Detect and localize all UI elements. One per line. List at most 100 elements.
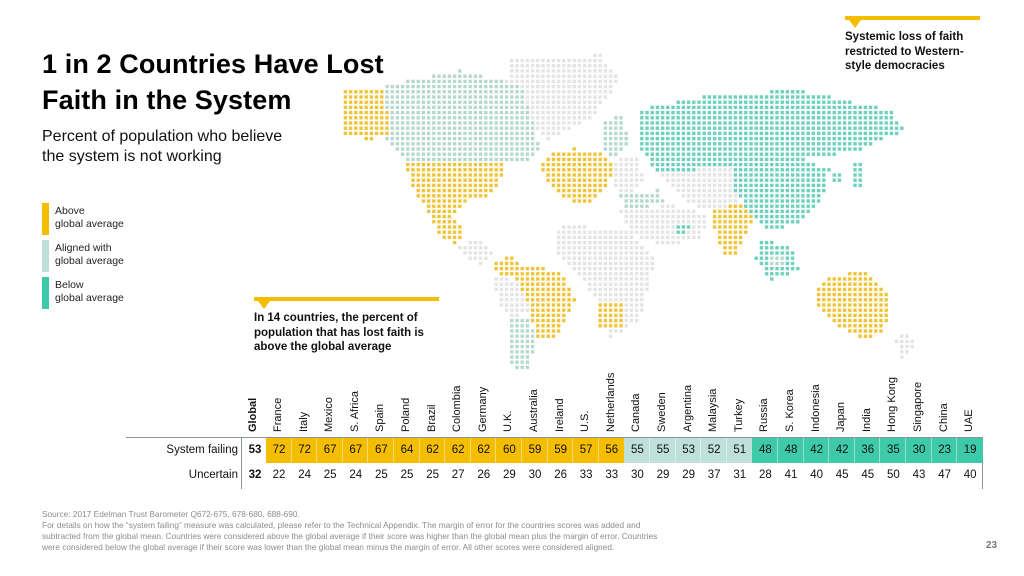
map-dot-above [608, 308, 613, 312]
map-dot-above [853, 308, 857, 312]
map-dot-below [796, 204, 800, 208]
map-dot-below [832, 121, 836, 125]
map-dot-aligned [395, 110, 400, 115]
column-header-global: Global [247, 397, 259, 432]
map-dot-nodata [645, 220, 649, 224]
map-dot-aligned [473, 105, 478, 110]
map-dot-aligned [484, 84, 488, 89]
map-dot-nodata [593, 95, 597, 99]
map-dot-below [796, 199, 800, 203]
map-dot-above [525, 282, 530, 286]
map-dot-aligned [770, 261, 774, 266]
map-dot-aligned [416, 136, 420, 141]
map-dot-below [874, 116, 878, 120]
map-dot-below [728, 131, 732, 136]
map-dot-nodata [640, 303, 644, 307]
map-dot-aligned [400, 126, 405, 130]
map-dot-above [359, 131, 363, 136]
map-dot-below [728, 126, 732, 130]
map-dot-nodata [598, 95, 602, 99]
map-dot-above [712, 225, 717, 229]
map-dot-above [489, 173, 493, 177]
map-dot-nodata [603, 256, 608, 260]
map-dot-nodata [640, 246, 644, 250]
map-dot-below [764, 116, 769, 120]
map-dot-aligned [489, 84, 493, 89]
map-dot-below [702, 95, 706, 99]
map-dot-above [718, 209, 722, 214]
map-dot-nodata [619, 240, 623, 245]
map-dot-above [452, 188, 457, 193]
map-dot-nodata [634, 157, 639, 162]
map-dot-above [848, 324, 852, 328]
map-dot-above [354, 105, 358, 110]
map-dot-below [770, 188, 774, 193]
map-dot-nodata [593, 235, 597, 240]
map-dot-above [374, 100, 379, 104]
map-dot-below [790, 168, 795, 172]
legend-label-line: Aligned with [55, 242, 112, 254]
map-dot-below [738, 194, 743, 198]
map-dot-aligned [421, 142, 426, 146]
map-dot-below [842, 116, 847, 120]
map-dot-above [447, 194, 452, 198]
map-dot-aligned [426, 95, 431, 99]
map-dot-above [510, 256, 514, 260]
map-dot-above [728, 251, 732, 255]
map-dot-below [666, 136, 670, 141]
map-dot-nodata [551, 100, 556, 104]
map-dot-aligned [650, 199, 654, 203]
map-dot-nodata [567, 126, 571, 130]
map-dot-above [562, 183, 566, 188]
map-dot-aligned [478, 147, 483, 151]
map-dot-above [614, 303, 618, 307]
map-dot-nodata [614, 282, 618, 286]
map-dot-below [780, 220, 784, 224]
map-dot-below [770, 142, 774, 146]
map-dot-above [614, 318, 618, 323]
map-dot-below [770, 178, 774, 182]
map-dot-below [676, 121, 680, 125]
map-dot-below [686, 162, 691, 167]
map-dot-nodata [588, 69, 592, 73]
map-dot-above [728, 230, 732, 234]
map-dot-below [707, 100, 712, 104]
map-dot-nodata [697, 214, 701, 219]
map-dot-aligned [406, 84, 410, 89]
map-dot-below [796, 147, 800, 151]
map-dot-nodata [530, 84, 535, 89]
map-dot-aligned [432, 74, 436, 78]
map-dot-below [650, 162, 654, 167]
map-dot-nodata [530, 116, 535, 120]
map-dot-aligned [400, 105, 405, 110]
map-dot-below [759, 173, 764, 177]
map-dot-below [645, 116, 649, 120]
map-dot-above [499, 168, 504, 172]
map-dot-above [556, 324, 561, 328]
map-dot-below [744, 183, 748, 188]
map-dot-above [468, 168, 472, 172]
map-dot-aligned [426, 121, 431, 125]
map-dot-above [504, 272, 509, 276]
map-dot-below [827, 126, 831, 130]
map-dot-below [889, 116, 894, 120]
map-dot-aligned [432, 95, 436, 99]
map-dot-above [598, 168, 602, 172]
map-dot-below [842, 142, 847, 146]
map-dot-above [546, 157, 550, 162]
map-dot-nodata [671, 178, 675, 182]
map-dot-nodata [614, 298, 618, 302]
map-dot-nodata [608, 240, 613, 245]
map-dot-nodata [702, 214, 706, 219]
map-dot-aligned [634, 204, 639, 208]
map-dot-below [796, 162, 800, 167]
map-dot-below [858, 147, 862, 151]
map-dot-nodata [588, 251, 592, 255]
map-dot-nodata [650, 266, 654, 271]
map-dot-aligned [499, 95, 504, 99]
map-dot-below [801, 162, 805, 167]
map-dot-below [780, 147, 784, 151]
map-dot-below [754, 121, 758, 125]
map-dot-nodata [510, 292, 514, 297]
map-dot-above [406, 168, 410, 172]
